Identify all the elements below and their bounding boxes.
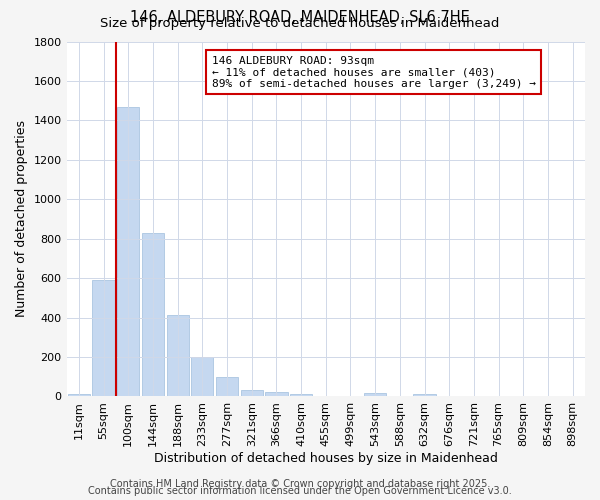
Bar	[142, 233, 164, 396]
Bar	[216, 376, 238, 396]
Bar	[364, 392, 386, 396]
Text: Contains HM Land Registry data © Crown copyright and database right 2025.: Contains HM Land Registry data © Crown c…	[110, 479, 490, 489]
Bar	[68, 394, 90, 396]
Y-axis label: Number of detached properties: Number of detached properties	[15, 120, 28, 318]
Bar	[413, 394, 436, 396]
Text: 146 ALDEBURY ROAD: 93sqm
← 11% of detached houses are smaller (403)
89% of semi-: 146 ALDEBURY ROAD: 93sqm ← 11% of detach…	[212, 56, 536, 89]
Bar	[167, 314, 189, 396]
Bar	[92, 280, 115, 396]
Text: 146, ALDEBURY ROAD, MAIDENHEAD, SL6 7HE: 146, ALDEBURY ROAD, MAIDENHEAD, SL6 7HE	[130, 10, 470, 25]
Bar	[290, 394, 312, 396]
X-axis label: Distribution of detached houses by size in Maidenhead: Distribution of detached houses by size …	[154, 452, 498, 465]
Bar	[117, 106, 139, 397]
Text: Size of property relative to detached houses in Maidenhead: Size of property relative to detached ho…	[100, 18, 500, 30]
Bar	[191, 357, 214, 397]
Text: Contains public sector information licensed under the Open Government Licence v3: Contains public sector information licen…	[88, 486, 512, 496]
Bar	[241, 390, 263, 396]
Bar	[265, 392, 287, 396]
